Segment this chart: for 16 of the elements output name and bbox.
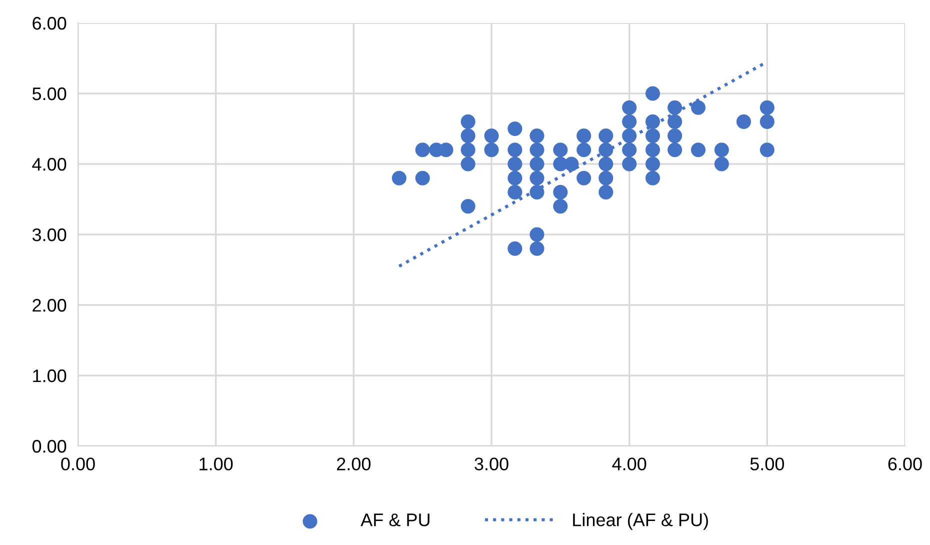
x-tick-label: 5.00 [750, 458, 784, 470]
y-tick-label: 4.00 [32, 158, 66, 171]
x-tick-label: 0.00 [61, 458, 95, 470]
y-tick-label: 6.00 [32, 16, 66, 30]
x-tick-label: 1.00 [200, 458, 233, 470]
x-tick-label: 2.00 [337, 458, 371, 470]
y-tick-label: 1.00 [33, 369, 66, 382]
y-tick-label: 0.00 [32, 440, 66, 453]
y-tick-label: 5.00 [32, 87, 66, 100]
legend-label: Linear (AF & PU) [573, 513, 708, 530]
x-tick-label: 4.00 [612, 458, 646, 470]
x-tick-label: 3.00 [474, 458, 508, 470]
x-tick-label: 6.00 [888, 458, 922, 470]
y-tick-label: 2.00 [32, 298, 66, 312]
legend-label: AF & PU [360, 514, 430, 526]
y-tick-label: 3.00 [32, 228, 66, 242]
